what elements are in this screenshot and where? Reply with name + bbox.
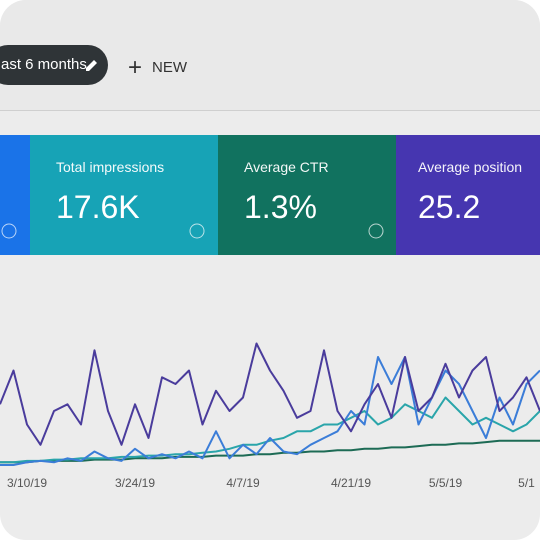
help-icon	[368, 223, 384, 239]
series-line	[0, 342, 540, 446]
performance-chart: 3/10/19 3/24/19 4/7/19 4/21/19 5/5/19 5/1	[0, 342, 540, 490]
x-tick-label: 3/10/19	[7, 476, 47, 490]
metric-label: Average position	[418, 159, 523, 175]
metric-value: 25.2	[418, 189, 481, 225]
x-tick-label: 4/7/19	[226, 476, 260, 490]
metric-card[interactable]: Average position 25.2	[396, 135, 540, 255]
metric-label: Average CTR	[244, 159, 329, 175]
plus-icon: +	[128, 54, 143, 81]
metric-card[interactable]: Total impressions 17.6K	[30, 135, 218, 255]
toolbar: ast 6 months + NEW	[0, 0, 540, 111]
x-tick-label: 3/24/19	[115, 476, 155, 490]
x-tick-label: 5/5/19	[429, 476, 463, 490]
help-icon	[1, 223, 17, 239]
x-tick-label: 5/1	[518, 476, 535, 490]
series-line	[0, 439, 540, 464]
metric-value: 17.6K	[56, 189, 140, 225]
x-tick-label: 4/21/19	[331, 476, 371, 490]
new-button[interactable]: + NEW	[128, 56, 188, 80]
date-range-label: ast 6 months	[1, 56, 87, 73]
metric-label: Total impressions	[56, 159, 165, 175]
help-icon	[189, 223, 205, 239]
date-range-button[interactable]: ast 6 months	[0, 45, 108, 85]
metric-value: 1.3%	[244, 189, 317, 225]
edit-icon	[86, 60, 97, 71]
series-line	[0, 396, 540, 464]
metric-card[interactable]: Average CTR 1.3%	[218, 135, 396, 255]
partial-card	[0, 135, 30, 255]
new-label: NEW	[152, 59, 188, 76]
